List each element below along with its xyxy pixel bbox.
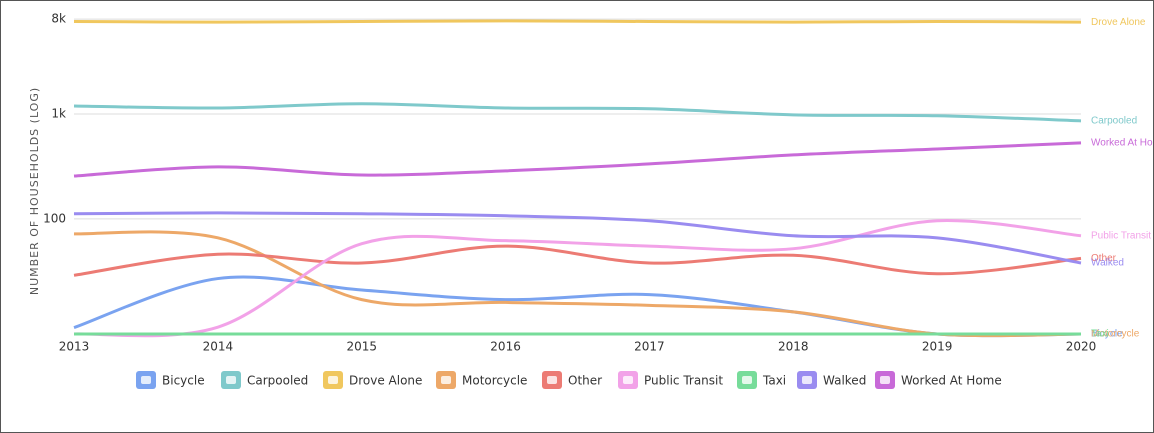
y-tick-label: 1k: [51, 106, 66, 120]
legend-item[interactable]: Worked At Home: [875, 371, 1002, 389]
legend-icon: [141, 376, 151, 384]
legend-item[interactable]: Drove Alone: [323, 371, 422, 389]
series-line: [73, 230, 1082, 338]
x-tick-label: 2019: [922, 340, 953, 354]
legend-icon: [623, 376, 633, 384]
series-line: [73, 19, 1082, 24]
legend-item[interactable]: Carpooled: [221, 371, 308, 389]
series-line: [73, 141, 1082, 178]
legend-item[interactable]: Motorcycle: [436, 371, 527, 389]
legend-label: Walked: [823, 374, 866, 388]
x-tick-label: 2017: [634, 340, 665, 354]
legend-label: Carpooled: [247, 374, 308, 388]
end-label: Motorcycle: [1091, 329, 1140, 340]
end-label: Taxi: [1091, 329, 1109, 340]
legend-icon: [742, 376, 752, 384]
legend-icon: [547, 376, 557, 384]
series-line: [73, 244, 1082, 277]
legend-label: Other: [568, 374, 602, 388]
end-label: Bicycle: [1091, 329, 1123, 340]
end-label: Other: [1091, 253, 1117, 264]
legend-icon: [441, 376, 451, 384]
y-tick-label: 100: [43, 211, 66, 225]
legend-icon: [880, 376, 890, 384]
x-tick-label: 2018: [778, 340, 809, 354]
end-label: Carpooled: [1091, 115, 1137, 126]
legend-item[interactable]: Other: [542, 371, 602, 389]
end-label: Public Transit: [1091, 230, 1151, 241]
legend-icon: [328, 376, 338, 384]
legend-icon: [802, 376, 812, 384]
series-line: [73, 275, 1082, 338]
legend-icon: [226, 376, 236, 384]
series-line: [73, 219, 1082, 338]
series-line: [73, 211, 1082, 265]
x-tick-label: 2016: [490, 340, 521, 354]
legend-label: Drove Alone: [349, 374, 422, 388]
legend-item[interactable]: Bicycle: [136, 371, 205, 389]
y-tick-label: 8k: [51, 12, 66, 26]
end-label: Walked: [1091, 258, 1124, 269]
end-label: Drove Alone: [1091, 17, 1146, 28]
legend-item[interactable]: Taxi: [737, 371, 786, 389]
x-tick-label: 2020: [1066, 340, 1097, 354]
legend-label: Bicycle: [162, 374, 205, 388]
x-tick-label: 2013: [59, 340, 90, 354]
legend-label: Public Transit: [644, 374, 723, 388]
y-axis-label: NUMBER OF HOUSEHOLDS (LOG): [28, 87, 41, 295]
legend-item[interactable]: Walked: [797, 371, 866, 389]
legend-label: Motorcycle: [462, 374, 527, 388]
legend-label: Worked At Home: [901, 374, 1002, 388]
series-line: [73, 102, 1082, 123]
legend-item[interactable]: Public Transit: [618, 371, 723, 389]
x-tick-label: 2015: [346, 340, 377, 354]
end-label: Worked At Home: [1091, 138, 1153, 149]
x-tick-label: 2014: [203, 340, 234, 354]
legend-label: Taxi: [762, 374, 786, 388]
